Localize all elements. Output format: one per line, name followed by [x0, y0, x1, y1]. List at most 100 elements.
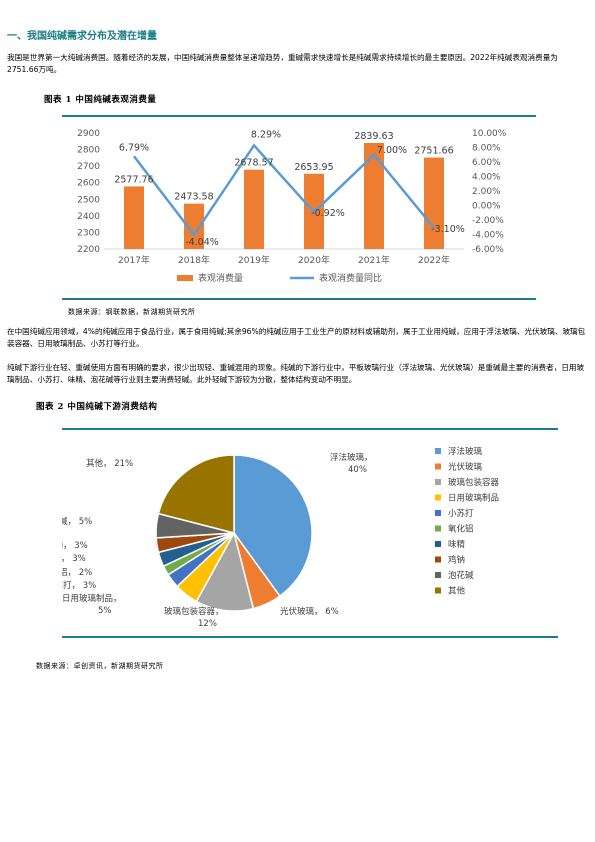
figure2-source: 数据来源：卓创资讯，新湖期货研究所	[36, 662, 164, 670]
paragraph-applications: 在中国纯碱应用领域，4%的纯碱应用于食品行业，属于食用纯碱;其余96%的纯碱应用…	[7, 327, 586, 348]
legend-swatch	[435, 510, 441, 516]
line-data-label: -0.92%	[311, 208, 345, 219]
pie-data-label: 泡花碱， 5%	[62, 516, 92, 527]
pie-data-label: 鸡钠， 3%	[62, 540, 88, 551]
section-title: 一、我国纯碱需求分布及潜在增量	[7, 31, 157, 42]
bar	[184, 203, 204, 249]
figure1-title: 图表 1 中国纯碱表观消费量	[44, 95, 157, 105]
x-tick-label: 2018年	[178, 254, 210, 266]
line-data-label: -4.04%	[185, 237, 219, 248]
bar-data-label: 2751.66	[414, 146, 453, 157]
legend-label: 小苏打	[448, 508, 474, 519]
figure1-source: 数据来源：钢联数据，新湖期货研究所	[68, 308, 196, 316]
svg-text:玻璃包装容器，: 玻璃包装容器，	[164, 606, 224, 617]
pie-data-label: 日用玻璃制品， 5%	[62, 593, 122, 616]
svg-text:5%: 5%	[98, 606, 112, 616]
y-tick-label: 2900	[77, 129, 100, 139]
svg-text:浮法玻璃，: 浮法玻璃，	[330, 452, 373, 463]
legend-item: 鸡钠	[435, 555, 465, 566]
legend-swatch	[435, 525, 441, 532]
x-tick-label: 2017年	[118, 254, 150, 266]
pie-data-label: 其他， 21%	[86, 458, 133, 469]
paragraph-downstream: 纯碱下游行业在轻、重碱使用方面有明确的要求，很少出现轻、重碱混用的现象。纯碱的下…	[7, 363, 585, 384]
legend-item: 泡花碱	[435, 570, 474, 581]
pie-data-label: 味精， 3%	[62, 553, 86, 564]
x-tick-label: 2020年	[298, 254, 330, 266]
svg-text:光伏玻璃， 6%: 光伏玻璃， 6%	[280, 606, 339, 617]
y2-tick-label: 10.00%	[472, 129, 507, 139]
legend-bar-label: 表观消费量	[198, 272, 243, 284]
legend-item: 其他	[435, 586, 466, 597]
yoy-line	[133, 143, 435, 237]
legend-label: 浮法玻璃	[448, 446, 483, 457]
line-data-label: 7.00%	[377, 145, 407, 156]
y2-tick-label: 4.00%	[472, 173, 501, 183]
pie-slice	[157, 454, 235, 534]
legend-item: 小苏打	[435, 508, 474, 519]
downstream-pie-chart: 浮法玻璃， 40% 光伏玻璃， 6% 玻璃包装容器， 12% 日用玻璃制品， 5% 小苏打， …	[62, 428, 558, 638]
bar	[124, 186, 144, 249]
bar-data-label: 2577.76	[114, 174, 153, 185]
figure2-title: 图表 2 中国纯碱下游消费结构	[36, 402, 158, 412]
legend-item: 光伏玻璃	[435, 462, 483, 473]
y2-tick-label: -2.00%	[472, 216, 504, 226]
bar-data-label: 2473.58	[174, 192, 213, 203]
legend-swatch	[435, 479, 441, 485]
svg-text:其他， 21%: 其他， 21%	[86, 458, 133, 469]
pie-slice	[233, 454, 313, 598]
y2-tick-label: 2.00%	[472, 187, 501, 197]
legend-line-label: 表观消费量同比	[319, 272, 382, 284]
legend-item: 氧化铝	[435, 524, 474, 535]
legend-label: 玻璃包装容器	[448, 477, 500, 488]
y2-tick-label: -6.00%	[472, 245, 504, 255]
bar	[244, 169, 264, 249]
legend-swatch	[435, 587, 441, 594]
bar-data-label: 2678.57	[234, 158, 273, 169]
svg-text:泡花碱， 5%: 泡花碱， 5%	[62, 516, 92, 527]
legend-label: 氧化铝	[448, 524, 474, 535]
svg-text:味精， 3%: 味精， 3%	[62, 553, 86, 564]
x-tick-label: 2021年	[358, 254, 390, 266]
legend-bar-swatch	[177, 275, 193, 281]
pie-data-label: 浮法玻璃， 40%	[330, 452, 373, 475]
y-tick-label: 2400	[77, 212, 100, 222]
legend-label: 味精	[448, 539, 466, 550]
y-tick-label: 2700	[77, 162, 100, 172]
y-tick-label: 2500	[77, 195, 100, 205]
pie-data-label: 玻璃包装容器， 12%	[164, 606, 224, 629]
legend-swatch	[435, 556, 441, 563]
svg-text:小苏打， 3%: 小苏打， 3%	[62, 580, 96, 591]
x-tick-label: 2022年	[418, 254, 450, 266]
bar-data-label: 2839.63	[354, 131, 393, 142]
legend-label: 其他	[448, 586, 466, 597]
legend-label: 日用玻璃制品	[448, 493, 499, 504]
legend-item: 味精	[435, 539, 466, 550]
bar	[424, 157, 444, 249]
y-tick-label: 2600	[77, 179, 100, 189]
paragraph-consumption: 我国是世界第一大纯碱消费国。随着经济的发展，中国纯碱消费量整体呈递增趋势，重碱需…	[7, 53, 558, 74]
svg-text:40%: 40%	[348, 465, 367, 475]
y-tick-label: 2800	[77, 146, 100, 156]
legend-item: 浮法玻璃	[435, 446, 483, 457]
legend-swatch	[435, 494, 441, 501]
y2-tick-label: 0.00%	[472, 202, 501, 212]
svg-text:12%: 12%	[198, 619, 217, 629]
line-data-label: 6.79%	[119, 142, 149, 153]
svg-text:氧化铝， 2%: 氧化铝， 2%	[62, 567, 92, 578]
legend-swatch	[435, 448, 441, 454]
legend-label: 鸡钠	[448, 555, 465, 566]
pie-data-label: 氧化铝， 2%	[62, 567, 92, 578]
legend-swatch	[435, 463, 441, 470]
legend-item: 玻璃包装容器	[435, 477, 500, 488]
y2-tick-label: -4.00%	[472, 231, 504, 241]
pie-data-label: 光伏玻璃， 6%	[280, 606, 339, 617]
y2-tick-label: 6.00%	[472, 158, 501, 168]
bar	[364, 143, 384, 249]
svg-text:日用玻璃制品，: 日用玻璃制品，	[62, 593, 122, 604]
line-data-label: -3.10%	[431, 224, 465, 235]
legend-swatch	[435, 541, 441, 547]
line-data-label: 8.29%	[251, 129, 281, 140]
x-tick-label: 2019年	[238, 254, 270, 266]
legend-swatch	[435, 572, 441, 578]
legend-item: 日用玻璃制品	[435, 493, 499, 504]
